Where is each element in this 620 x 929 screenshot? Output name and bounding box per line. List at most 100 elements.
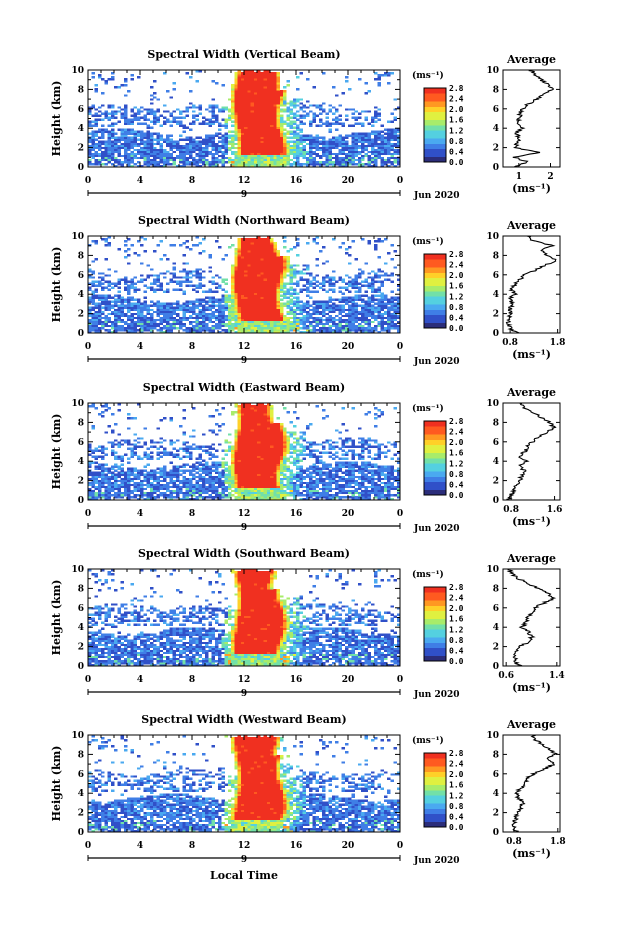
heatmap-cell (136, 144, 141, 148)
heatmap-cell (91, 324, 95, 328)
heatmap-cell (260, 250, 264, 253)
heatmap-cell (364, 134, 368, 137)
heatmap-cell (374, 148, 378, 152)
heatmap-cell (279, 298, 284, 301)
heatmap-cell (292, 270, 297, 273)
heatmap-cell (234, 250, 238, 253)
heatmap-cell (205, 312, 209, 316)
heatmap-cell (338, 308, 342, 312)
heatmap-cell (214, 286, 219, 289)
heatmap-cell (357, 116, 362, 119)
heatmap-cell (166, 312, 170, 316)
heatmap-cell (146, 276, 151, 279)
heatmap-cell (88, 453, 92, 456)
heatmap-cell (240, 326, 245, 330)
heatmap-cell (175, 140, 180, 144)
heatmap-cell (312, 330, 316, 334)
heatmap-cell (341, 164, 346, 168)
heatmap-cell (273, 294, 277, 297)
heatmap-cell (335, 308, 339, 312)
heatmap-cell (120, 154, 125, 158)
heatmap-cell (244, 112, 248, 115)
heatmap-cell (344, 252, 349, 255)
heatmap-cell (156, 160, 160, 164)
heatmap-cell (136, 310, 141, 314)
heatmap-cell (166, 320, 170, 324)
heatmap-cell (94, 324, 99, 328)
heatmap-cell (344, 320, 349, 324)
heatmap-cell (257, 280, 261, 283)
heatmap-cell (227, 300, 232, 303)
heatmap-cell (296, 146, 300, 150)
heatmap-cell (331, 290, 336, 293)
heatmap-cell (370, 282, 375, 285)
heatmap-cell (234, 122, 238, 125)
heatmap-cell (114, 294, 118, 297)
heatmap-cell (263, 292, 268, 295)
heatmap-cell (250, 144, 255, 148)
heatmap-cell (234, 72, 238, 75)
heatmap-cell (253, 140, 258, 144)
heatmap-cell (224, 134, 229, 137)
heatmap-cell (192, 156, 196, 160)
heatmap-cell (146, 154, 151, 158)
heatmap-cell (237, 290, 242, 293)
heatmap-cell (325, 116, 329, 119)
heatmap-cell (328, 108, 333, 111)
heatmap-cell (221, 324, 225, 328)
heatmap-cell (315, 306, 320, 310)
heatmap-cell (201, 308, 206, 312)
heatmap-cell (367, 134, 372, 137)
heatmap-cell (309, 314, 313, 318)
heatmap-cell (231, 294, 235, 297)
heatmap-cell (296, 272, 300, 275)
heatmap-cell (237, 262, 242, 265)
heatmap-cell (250, 258, 255, 261)
heatmap-cell (104, 320, 108, 324)
heatmap-cell (101, 112, 105, 115)
heatmap-cell (338, 318, 342, 322)
heatmap-cell (377, 108, 381, 111)
heatmap-cell (244, 242, 248, 245)
heatmap-cell (322, 144, 326, 148)
heatmap-cell (377, 134, 381, 137)
heatmap-cell (201, 284, 206, 287)
heatmap-cell (305, 150, 310, 154)
heatmap-cell (214, 316, 219, 320)
heatmap-cell (338, 286, 342, 289)
heatmap-cell (224, 290, 229, 293)
heatmap-cell (127, 144, 131, 148)
heatmap-cell (104, 306, 108, 310)
heatmap-cell (179, 120, 183, 123)
heatmap-cell (133, 154, 138, 158)
heatmap-cell (221, 118, 225, 121)
heatmap-cell (250, 330, 255, 334)
heatmap-cell (283, 148, 287, 152)
heatmap-cell (117, 326, 121, 330)
heatmap-cell (296, 124, 300, 127)
heatmap-cell (344, 136, 349, 140)
colorbar-segment (424, 277, 446, 281)
heatmap-cell (166, 142, 170, 146)
heatmap-cell (292, 316, 297, 320)
heatmap-cell (292, 134, 297, 137)
heatmap-cell (351, 320, 355, 324)
heatmap-cell (140, 132, 144, 135)
heatmap-cell (240, 144, 245, 148)
heatmap-cell (130, 146, 134, 150)
heatmap-cell (234, 296, 238, 299)
heatmap-cell (253, 136, 258, 140)
colorbar-segment (424, 111, 446, 115)
heatmap-cell (279, 118, 284, 121)
heatmap-cell (318, 142, 323, 146)
heatmap-cell (140, 116, 144, 119)
heatmap-cell (253, 296, 258, 299)
heatmap-cell (224, 324, 229, 328)
heatmap-cell (123, 144, 128, 148)
heatmap-cell (279, 122, 284, 125)
heatmap-cell (159, 306, 164, 310)
heatmap-cell (383, 326, 388, 330)
heatmap-cell (302, 322, 307, 326)
heatmap-cell (97, 296, 102, 299)
heatmap-cell (296, 152, 300, 156)
